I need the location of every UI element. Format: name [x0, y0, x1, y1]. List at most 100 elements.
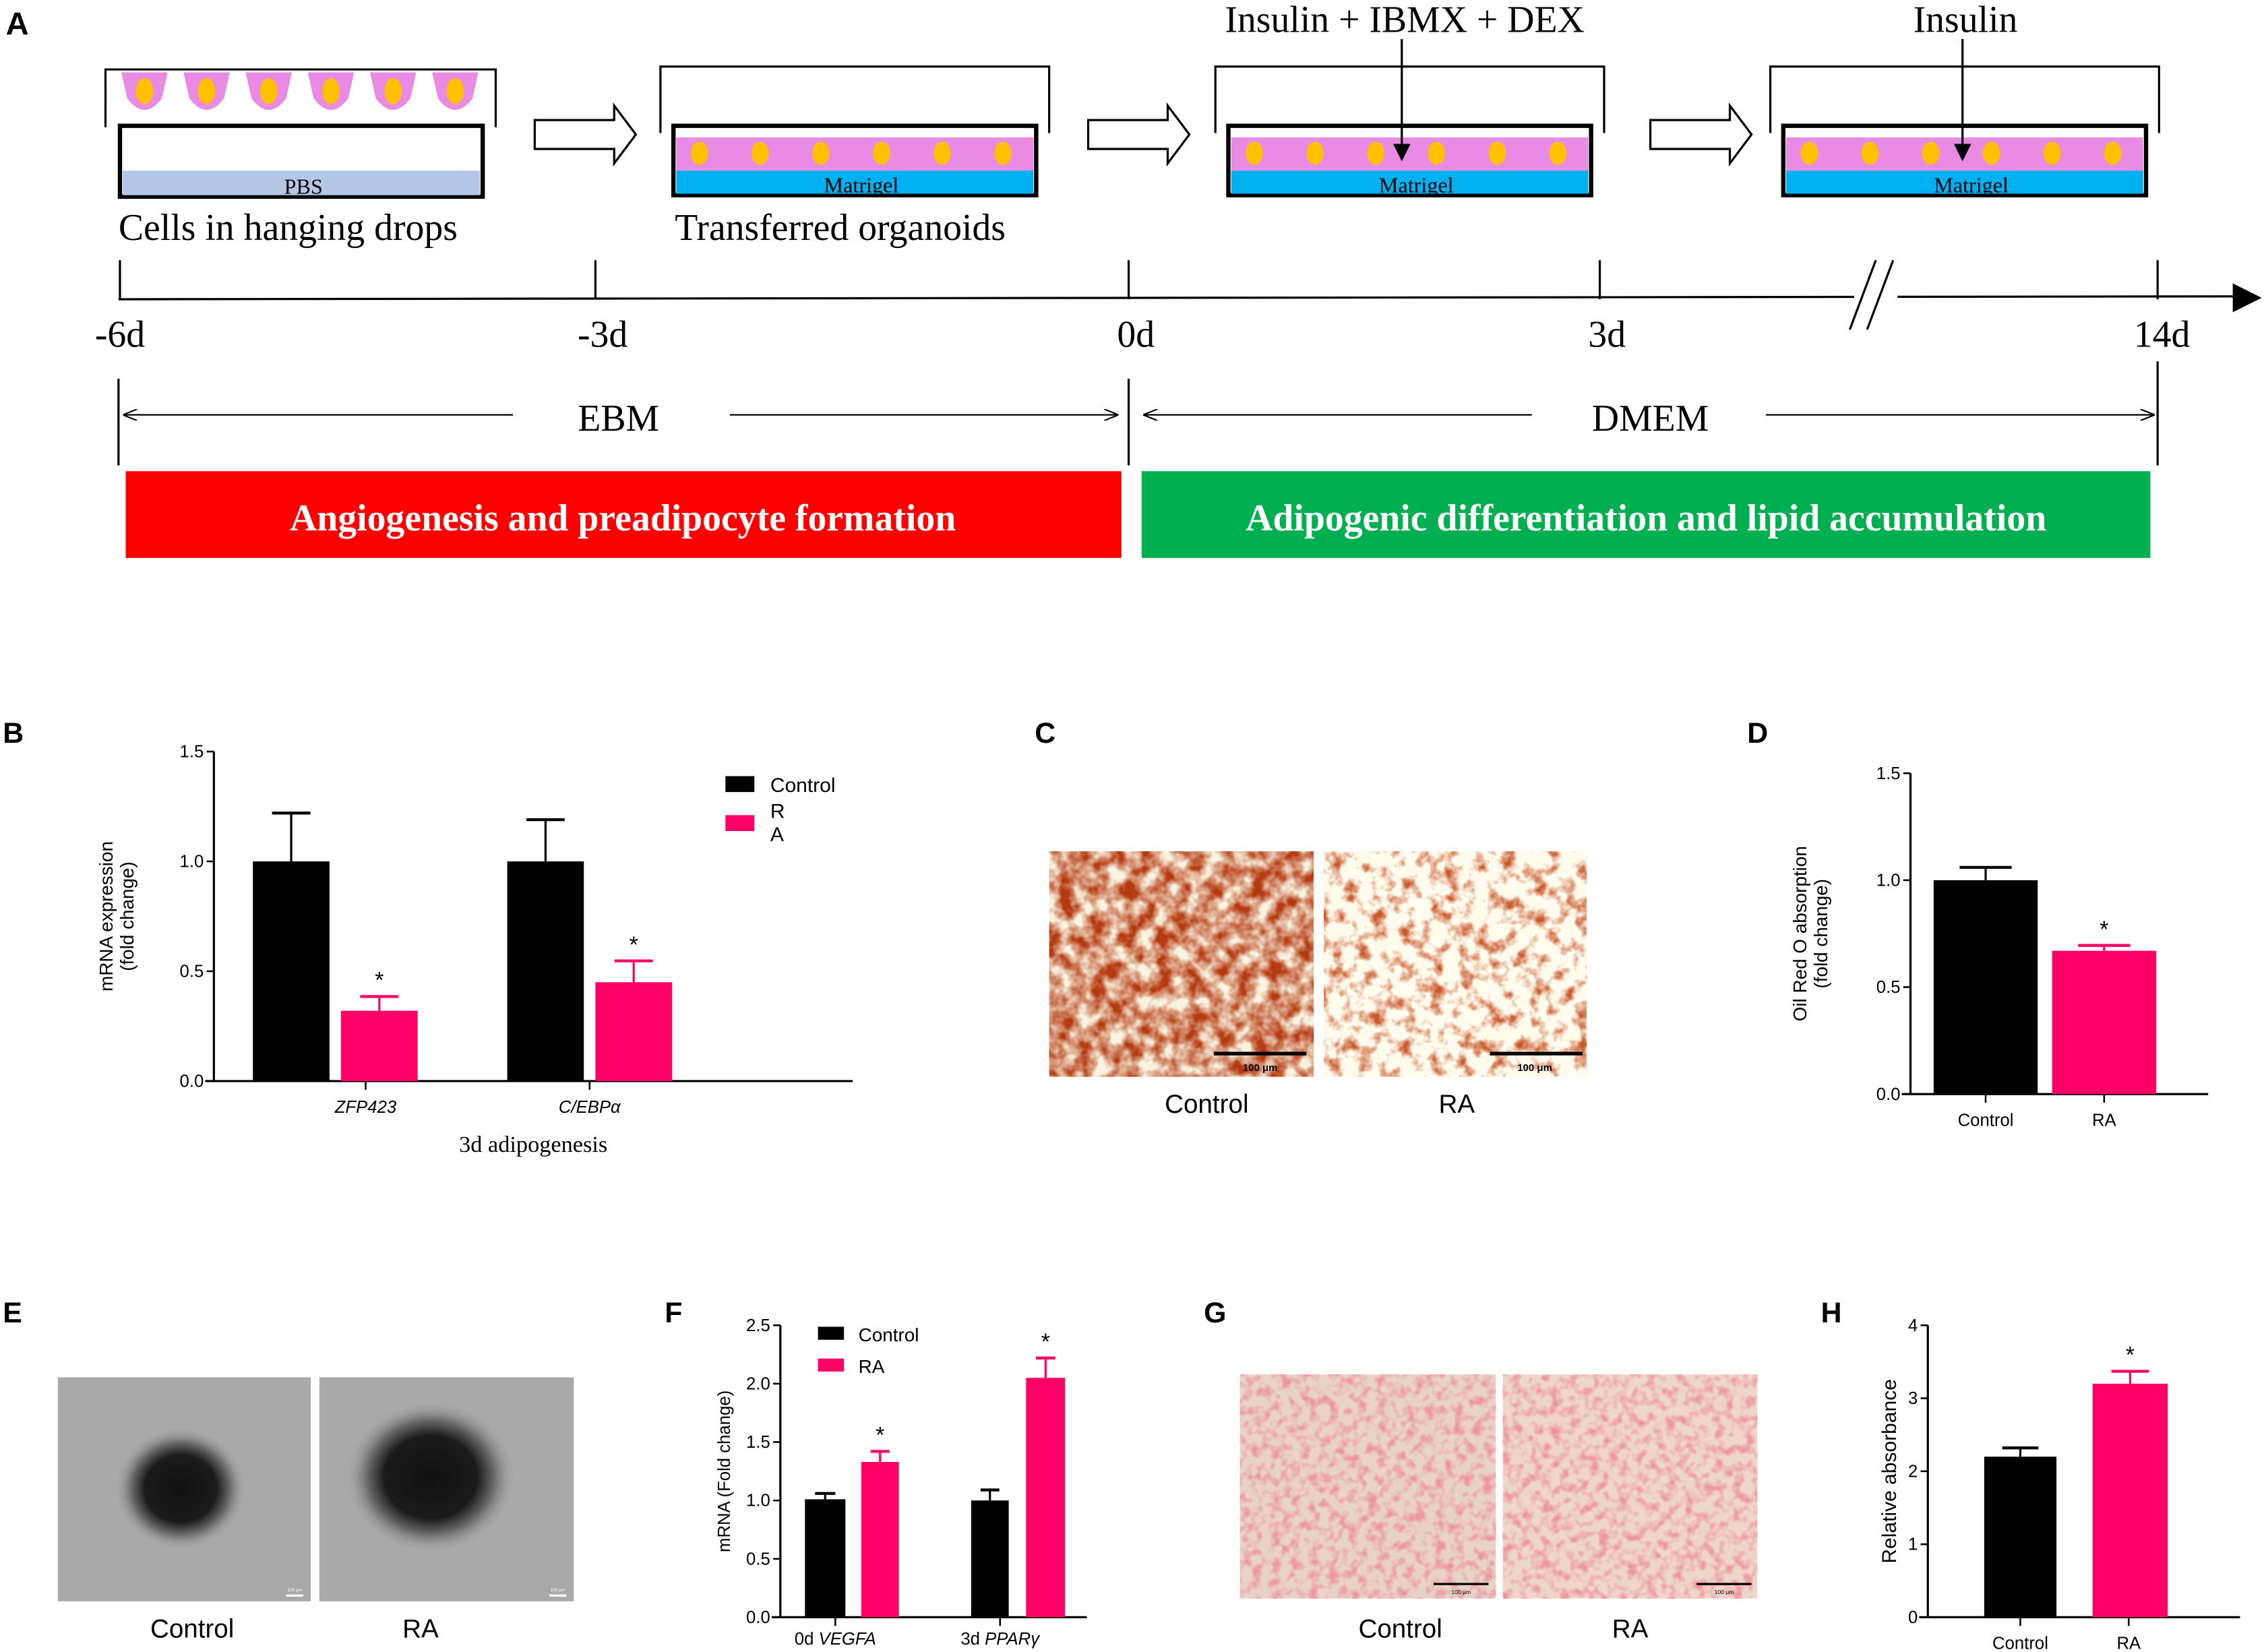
- chart-d: 0.0 0.5 1.0 1.5 Oil Red O absorption (fold ch…: [1789, 764, 2209, 1130]
- x-tick-label: ZFP423: [334, 1098, 397, 1117]
- organoid: [1246, 142, 1263, 165]
- micrograph-ra: 100 μm: [1324, 851, 1587, 1077]
- legend-swatch: [725, 815, 755, 832]
- significance-marker: *: [630, 932, 638, 958]
- x-tick-label: 0d VEGFA: [795, 1630, 876, 1649]
- organoid: [1922, 142, 1940, 165]
- panel-g-micrographs: 100 μm 100 μm Control RA: [1239, 1374, 1758, 1643]
- micrograph-control: 100 μm: [57, 1377, 311, 1601]
- panel-label-b: B: [3, 717, 24, 749]
- lid-bracket: [1214, 65, 1605, 133]
- hanging-drop-dish: PBS Cells in hanging drops: [104, 68, 497, 249]
- pbs-layer: [123, 171, 480, 195]
- organoid-dishes: Matrigel Matrigel Matrigel: [659, 65, 2160, 197]
- micrograph-control: 100 μm: [1239, 1374, 1496, 1599]
- legend-swatch: [818, 1358, 845, 1372]
- y-tick-label: 3: [1908, 1389, 1918, 1408]
- timeline-tick-label: 14d: [2134, 314, 2191, 356]
- chart-h: 0 1 2 3 4 Relative absorbance * Control RA: [1878, 1316, 2240, 1652]
- organoid: [135, 78, 154, 104]
- y-tick-label: 1.5: [1876, 764, 1901, 783]
- matrigel-label: Matrigel: [1379, 173, 1454, 197]
- x-tick-label: RA: [2116, 1634, 2141, 1652]
- category-prefix: 0d: [795, 1630, 819, 1649]
- organoid: [812, 142, 830, 165]
- micrograph-ra: 100 μm: [319, 1377, 574, 1601]
- organoid: [1549, 142, 1567, 165]
- timeline: -6d -3d 0d 3d 14d: [95, 259, 2262, 356]
- bar: [507, 861, 584, 1081]
- timeline-tick-label: 3d: [1588, 314, 1626, 356]
- organoid: [690, 142, 708, 165]
- bar: [595, 982, 673, 1081]
- scale-bar-label: 100 μm: [1517, 1062, 1552, 1074]
- y-tick-label: 2: [1908, 1462, 1918, 1481]
- bar: [1984, 1457, 2057, 1618]
- organoid: [259, 78, 278, 104]
- panel-label-h: H: [1821, 1297, 1842, 1329]
- panel-label-d: D: [1747, 717, 1768, 749]
- image-label: RA: [402, 1614, 439, 1643]
- organoid: [933, 142, 951, 165]
- legend-label-line: A: [770, 824, 784, 846]
- panel-label-c: C: [1035, 717, 1055, 749]
- organoid: [446, 78, 464, 104]
- category-prefix: 3d: [960, 1630, 985, 1649]
- y-axis-label: (fold change): [117, 861, 137, 971]
- hollow-arrow-icon: [1649, 102, 1753, 167]
- bar: [805, 1499, 846, 1618]
- image-label: RA: [1612, 1614, 1649, 1643]
- micrograph-ra: 100 μm: [1502, 1374, 1758, 1599]
- axis-break-icon: [1866, 259, 1895, 330]
- bar: [2092, 1383, 2168, 1618]
- hollow-arrow-icon: [1086, 102, 1191, 167]
- panel-label-g: G: [1204, 1297, 1226, 1329]
- y-tick-label: 2.5: [746, 1316, 770, 1335]
- organoid: [2104, 142, 2122, 165]
- category-gene: VEGFA: [819, 1630, 876, 1649]
- x-axis-label: 3d adipogenesis: [459, 1132, 607, 1157]
- bar: [861, 1461, 899, 1618]
- y-tick-label: 1.5: [180, 743, 204, 762]
- lid-bracket: [659, 65, 1051, 133]
- phase2-bar: [1141, 471, 2151, 558]
- y-axis-label: mRNA (Fold change): [715, 1390, 734, 1552]
- image-label: RA: [1438, 1090, 1475, 1119]
- panel-e-micrographs: 100 μm 100 μm Control RA: [57, 1377, 574, 1643]
- significance-marker: *: [375, 968, 384, 993]
- matrigel-layer: [676, 171, 1034, 194]
- organoid: [384, 78, 402, 104]
- x-tick-label: RA: [2092, 1111, 2117, 1130]
- y-tick-label: 0: [1908, 1608, 1918, 1627]
- matrigel-label: Matrigel: [1934, 173, 2009, 197]
- organoid: [873, 142, 890, 165]
- x-tick-label: 3d PPARγ: [960, 1630, 1041, 1649]
- organoid: [1367, 142, 1385, 165]
- y-axis-label: (fold change): [1810, 879, 1831, 989]
- y-tick-label: 0.5: [746, 1550, 770, 1568]
- phase1-label: Angiogenesis and preadipocyte formation: [290, 497, 956, 539]
- y-tick-label: 1.0: [180, 853, 204, 871]
- legend-label-line: R: [770, 801, 785, 823]
- panel-label-f: F: [665, 1297, 682, 1329]
- organoid: [1428, 142, 1446, 165]
- micrograph-control: 100 μm: [1049, 851, 1314, 1077]
- y-tick-label: 4: [1908, 1316, 1918, 1335]
- matrigel-label: Matrigel: [824, 173, 899, 197]
- medium-dmem: DMEM: [1592, 398, 1709, 439]
- y-tick-label: 0.5: [1876, 978, 1901, 997]
- phase2-label: Adipogenic differentiation and lipid acc…: [1246, 497, 2046, 539]
- bar: [1026, 1378, 1066, 1618]
- panel-a: A PBS Cells in hanging drops Matrigel Mat…: [6, 0, 2262, 558]
- y-tick-label: 2.0: [746, 1374, 770, 1393]
- y-tick-label: 1.5: [746, 1433, 770, 1452]
- bar: [1933, 880, 2038, 1095]
- phase1-bar: [125, 471, 1122, 558]
- panel-label-a: A: [6, 6, 29, 42]
- organoid: [1488, 142, 1506, 165]
- lid-bracket: [104, 68, 497, 127]
- pbs-label: PBS: [284, 174, 323, 198]
- panel-c-micrographs: 100 μm 100 μm Control RA: [1049, 851, 1587, 1119]
- matrigel-layer: [1786, 171, 2143, 194]
